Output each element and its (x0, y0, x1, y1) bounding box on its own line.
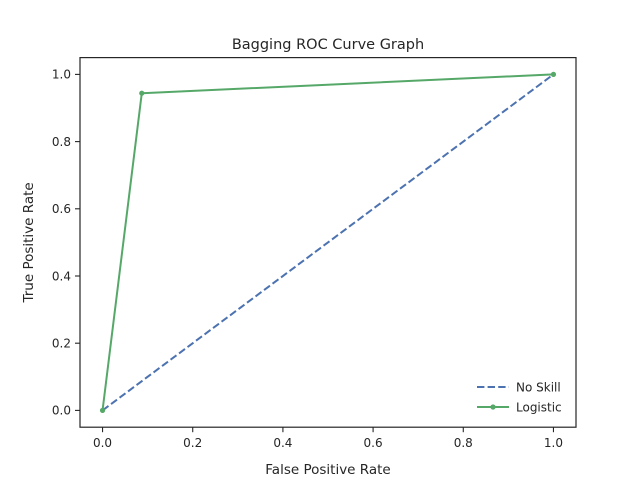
series-layer (99, 71, 557, 413)
y-axis-label: True Positive Rate (21, 182, 37, 303)
x-tick-label: 0.2 (183, 436, 202, 450)
x-axis-ticks: 0.0 0.2 0.4 0.6 0.8 1.0 (93, 427, 563, 450)
x-tick-label: 0.8 (454, 436, 473, 450)
y-tick-label: 0.8 (52, 135, 71, 149)
y-tick-label: 1.0 (52, 68, 71, 82)
chart-title: Bagging ROC Curve Graph (232, 37, 424, 53)
data-point (139, 90, 145, 96)
x-tick-label: 0.4 (273, 436, 292, 450)
data-point (550, 71, 557, 77)
x-axis-label: False Positive Rate (265, 462, 390, 478)
legend: No Skill Logistic (477, 380, 562, 414)
series-line-no-skill (101, 73, 555, 412)
x-tick-label: 1.0 (544, 436, 563, 450)
y-axis-ticks: 0.0 0.2 0.4 0.6 0.8 1.0 (52, 68, 80, 418)
y-tick-label: 0.2 (52, 337, 71, 351)
x-tick-label: 0.0 (93, 436, 112, 450)
x-tick-label: 0.6 (364, 436, 383, 450)
legend-marker (490, 404, 496, 410)
data-point (99, 407, 106, 413)
y-tick-label: 0.4 (52, 269, 71, 283)
y-tick-label: 0.0 (52, 404, 71, 418)
legend-label: Logistic (516, 400, 562, 414)
y-tick-label: 0.6 (52, 202, 71, 216)
legend-label: No Skill (516, 380, 561, 394)
plot-area-frame (79, 56, 577, 428)
